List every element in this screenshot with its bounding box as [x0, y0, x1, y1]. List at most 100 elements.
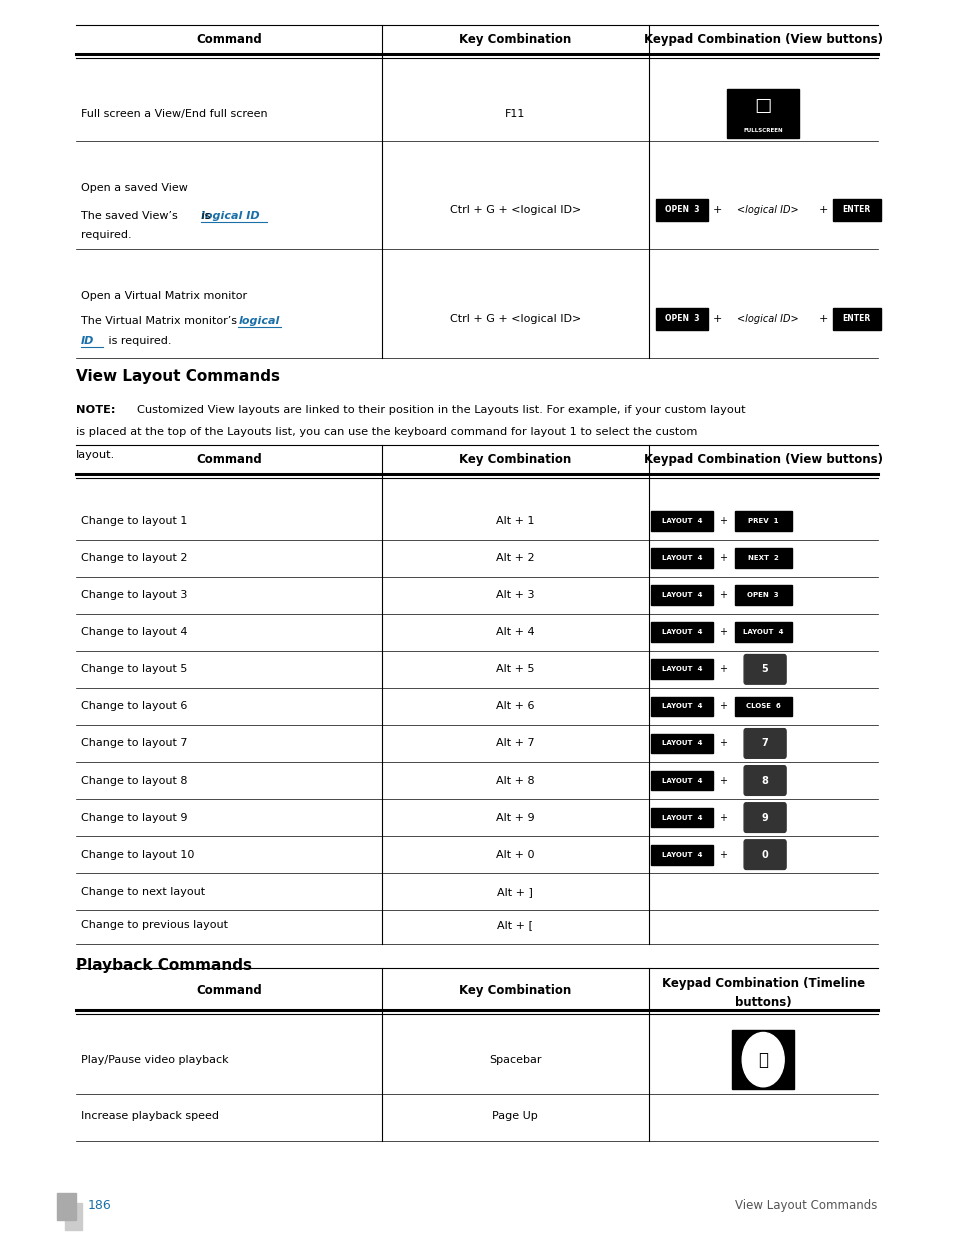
Text: is placed at the top of the Layouts list, you can use the keyboard command for l: is placed at the top of the Layouts list… [76, 427, 697, 437]
FancyBboxPatch shape [651, 511, 713, 531]
Text: ID: ID [81, 336, 94, 346]
FancyBboxPatch shape [743, 655, 785, 684]
Text: LAYOUT  4: LAYOUT 4 [661, 852, 701, 857]
Text: buttons): buttons) [734, 997, 791, 1009]
Text: OPEN  3: OPEN 3 [664, 314, 699, 324]
Text: Command: Command [196, 33, 261, 46]
Text: 9: 9 [760, 813, 768, 823]
Text: +: + [719, 776, 726, 785]
Text: +: + [719, 739, 726, 748]
Text: Keypad Combination (Timeline: Keypad Combination (Timeline [661, 977, 863, 989]
FancyBboxPatch shape [65, 1203, 82, 1230]
FancyBboxPatch shape [651, 622, 713, 642]
FancyBboxPatch shape [743, 729, 785, 758]
Text: +: + [712, 314, 721, 324]
Text: LAYOUT  4: LAYOUT 4 [661, 778, 701, 783]
Text: Ctrl + G + <logical ID>: Ctrl + G + <logical ID> [449, 205, 580, 215]
Text: ☐: ☐ [754, 98, 771, 117]
Text: ENTER: ENTER [841, 314, 870, 324]
Text: NEXT  2: NEXT 2 [747, 556, 778, 561]
Text: Change to previous layout: Change to previous layout [81, 920, 228, 930]
Text: 186: 186 [88, 1199, 112, 1212]
Text: LAYOUT  4: LAYOUT 4 [661, 556, 701, 561]
Circle shape [741, 1032, 783, 1087]
FancyBboxPatch shape [734, 697, 791, 716]
FancyBboxPatch shape [656, 199, 707, 221]
Text: ⏯: ⏯ [758, 1051, 767, 1068]
FancyBboxPatch shape [651, 808, 713, 827]
Text: +: + [719, 664, 726, 674]
FancyBboxPatch shape [734, 622, 791, 642]
Text: Alt + 1: Alt + 1 [496, 516, 534, 526]
FancyBboxPatch shape [651, 548, 713, 568]
FancyBboxPatch shape [743, 766, 785, 795]
FancyBboxPatch shape [832, 308, 880, 330]
Text: +: + [719, 553, 726, 563]
Text: Change to layout 10: Change to layout 10 [81, 850, 194, 860]
Text: is required.: is required. [105, 336, 172, 346]
Text: Alt + 3: Alt + 3 [496, 590, 534, 600]
Text: Alt + [: Alt + [ [497, 920, 533, 930]
Text: +: + [719, 850, 726, 860]
Text: +: + [818, 205, 827, 215]
Text: 7: 7 [760, 739, 768, 748]
Text: Open a Virtual Matrix monitor: Open a Virtual Matrix monitor [81, 291, 247, 301]
Text: Key Combination: Key Combination [458, 33, 571, 46]
Text: Keypad Combination (View buttons): Keypad Combination (View buttons) [643, 453, 882, 466]
Text: OPEN  3: OPEN 3 [746, 593, 779, 598]
Text: +: + [719, 813, 726, 823]
Text: layout.: layout. [76, 450, 115, 459]
Text: Change to layout 5: Change to layout 5 [81, 664, 188, 674]
Text: Key Combination: Key Combination [458, 453, 571, 466]
Text: The Virtual Matrix monitor’s: The Virtual Matrix monitor’s [81, 316, 240, 326]
Text: +: + [719, 701, 726, 711]
FancyBboxPatch shape [832, 199, 880, 221]
Text: Change to layout 4: Change to layout 4 [81, 627, 188, 637]
Text: ENTER: ENTER [841, 205, 870, 215]
Text: LAYOUT  4: LAYOUT 4 [661, 667, 701, 672]
Text: Alt + 7: Alt + 7 [496, 739, 534, 748]
Text: LAYOUT  4: LAYOUT 4 [661, 704, 701, 709]
Text: View Layout Commands: View Layout Commands [735, 1199, 877, 1212]
FancyBboxPatch shape [651, 845, 713, 864]
Text: Alt + ]: Alt + ] [497, 887, 533, 897]
FancyBboxPatch shape [734, 585, 791, 605]
Text: Command: Command [196, 453, 261, 466]
FancyBboxPatch shape [743, 840, 785, 869]
FancyBboxPatch shape [57, 1193, 76, 1220]
Text: Alt + 5: Alt + 5 [496, 664, 534, 674]
Text: The saved View’s: The saved View’s [81, 211, 181, 221]
Text: Command: Command [196, 984, 261, 997]
Text: 8: 8 [760, 776, 768, 785]
Text: CLOSE  6: CLOSE 6 [745, 704, 780, 709]
Text: Change to layout 2: Change to layout 2 [81, 553, 188, 563]
Text: 0: 0 [760, 850, 768, 860]
Text: LAYOUT  4: LAYOUT 4 [661, 519, 701, 524]
FancyBboxPatch shape [734, 511, 791, 531]
Text: Playback Commands: Playback Commands [76, 958, 252, 973]
Text: NOTE:: NOTE: [76, 405, 115, 415]
Text: Alt + 0: Alt + 0 [496, 850, 534, 860]
Text: LAYOUT  4: LAYOUT 4 [661, 630, 701, 635]
Text: FULLSCREEN: FULLSCREEN [742, 128, 782, 133]
FancyBboxPatch shape [743, 803, 785, 832]
Text: Alt + 9: Alt + 9 [496, 813, 534, 823]
Text: required.: required. [81, 230, 132, 240]
FancyBboxPatch shape [726, 89, 798, 138]
Text: Change to layout 8: Change to layout 8 [81, 776, 188, 785]
Text: Change to layout 9: Change to layout 9 [81, 813, 188, 823]
Text: Alt + 4: Alt + 4 [496, 627, 534, 637]
Text: Change to layout 6: Change to layout 6 [81, 701, 188, 711]
Text: LAYOUT  4: LAYOUT 4 [661, 815, 701, 820]
Text: Key Combination: Key Combination [458, 984, 571, 997]
FancyBboxPatch shape [651, 659, 713, 679]
Text: PREV  1: PREV 1 [747, 519, 778, 524]
Text: logical ID: logical ID [201, 211, 259, 221]
Text: Keypad Combination (View buttons): Keypad Combination (View buttons) [643, 33, 882, 46]
Text: LAYOUT  4: LAYOUT 4 [661, 593, 701, 598]
Text: logical: logical [238, 316, 279, 326]
Text: Open a saved View: Open a saved View [81, 183, 188, 193]
FancyBboxPatch shape [651, 734, 713, 753]
Text: Full screen a View/End full screen: Full screen a View/End full screen [81, 109, 268, 119]
Text: Ctrl + G + <logical ID>: Ctrl + G + <logical ID> [449, 314, 580, 324]
